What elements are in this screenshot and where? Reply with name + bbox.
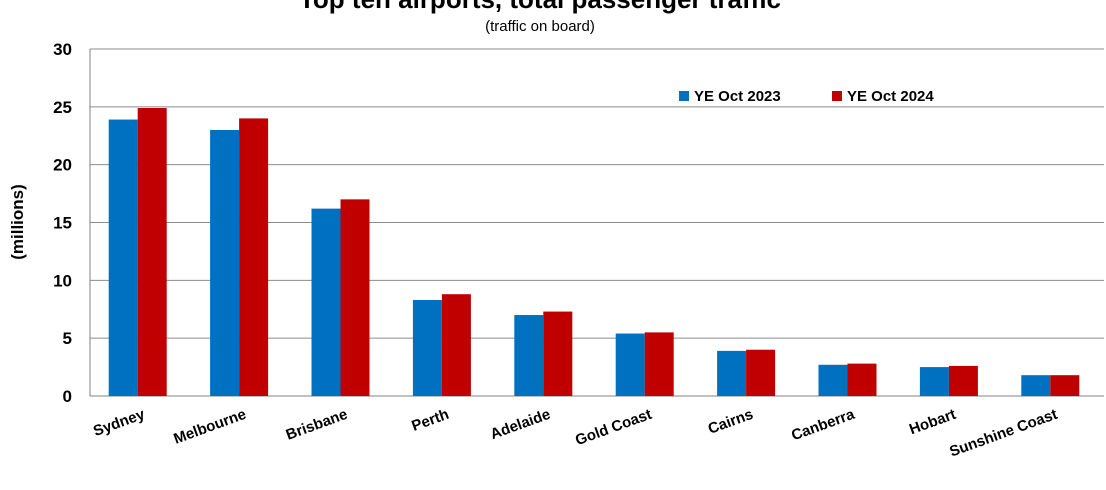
bar-ye-oct-2023 bbox=[919, 367, 949, 396]
y-tick-label: 0 bbox=[63, 387, 72, 406]
legend-label: YE Oct 2023 bbox=[694, 88, 781, 105]
category-label: Adelaide bbox=[488, 406, 553, 443]
category-label: Canberra bbox=[789, 406, 857, 445]
category-label: Sunshine Coast bbox=[947, 406, 1059, 461]
legend-swatch bbox=[679, 91, 689, 101]
bar-ye-oct-2023 bbox=[514, 315, 544, 396]
bar-ye-oct-2023 bbox=[311, 208, 341, 396]
chart-subtitle: (traffic on board) bbox=[485, 18, 595, 35]
bar-ye-oct-2024 bbox=[644, 332, 674, 396]
bar-ye-oct-2024 bbox=[239, 118, 269, 397]
category-label: Melbourne bbox=[171, 406, 248, 448]
category-label: Gold Coast bbox=[573, 406, 654, 449]
category-label: Hobart bbox=[907, 406, 958, 439]
category-label: Perth bbox=[409, 406, 451, 435]
legend-label: YE Oct 2024 bbox=[847, 88, 934, 105]
y-tick-labels: 0 5 10 15 20 25 30 bbox=[53, 40, 72, 406]
bar-ye-oct-2024 bbox=[137, 107, 167, 397]
y-tick-label: 20 bbox=[53, 156, 72, 175]
y-tick-label: 25 bbox=[53, 98, 72, 117]
y-tick-label: 10 bbox=[53, 271, 72, 290]
y-axis-label: (millions) bbox=[8, 184, 27, 260]
y-tick-label: 5 bbox=[63, 329, 72, 348]
bar-ye-oct-2023 bbox=[210, 129, 240, 396]
bars bbox=[108, 107, 1080, 397]
legend: YE Oct 2023 YE Oct 2024 bbox=[679, 88, 934, 105]
bar-ye-oct-2023 bbox=[717, 350, 747, 396]
category-label: Sydney bbox=[91, 406, 148, 440]
category-label: Brisbane bbox=[284, 406, 350, 444]
bar-ye-oct-2024 bbox=[948, 365, 978, 396]
bar-ye-oct-2023 bbox=[412, 299, 442, 396]
category-label: Cairns bbox=[706, 406, 756, 438]
y-tick-label: 15 bbox=[53, 214, 72, 233]
chart-title: Top ten airports, total passenger traffi… bbox=[299, 0, 781, 14]
bar-ye-oct-2023 bbox=[615, 333, 645, 396]
y-tick-label: 30 bbox=[53, 40, 72, 59]
legend-swatch bbox=[832, 91, 842, 101]
bar-ye-oct-2023 bbox=[818, 364, 848, 396]
bar-ye-oct-2024 bbox=[746, 349, 776, 396]
bar-ye-oct-2024 bbox=[847, 363, 877, 396]
bar-ye-oct-2024 bbox=[340, 199, 370, 396]
bar-ye-oct-2023 bbox=[1021, 375, 1051, 396]
bar-ye-oct-2024 bbox=[543, 311, 573, 396]
bar-ye-oct-2024 bbox=[441, 294, 471, 396]
category-labels: Sydney Melbourne Brisbane Perth Adelaide Gold… bbox=[91, 406, 1060, 461]
bar-ye-oct-2024 bbox=[1050, 375, 1080, 396]
bar-ye-oct-2023 bbox=[108, 119, 138, 396]
